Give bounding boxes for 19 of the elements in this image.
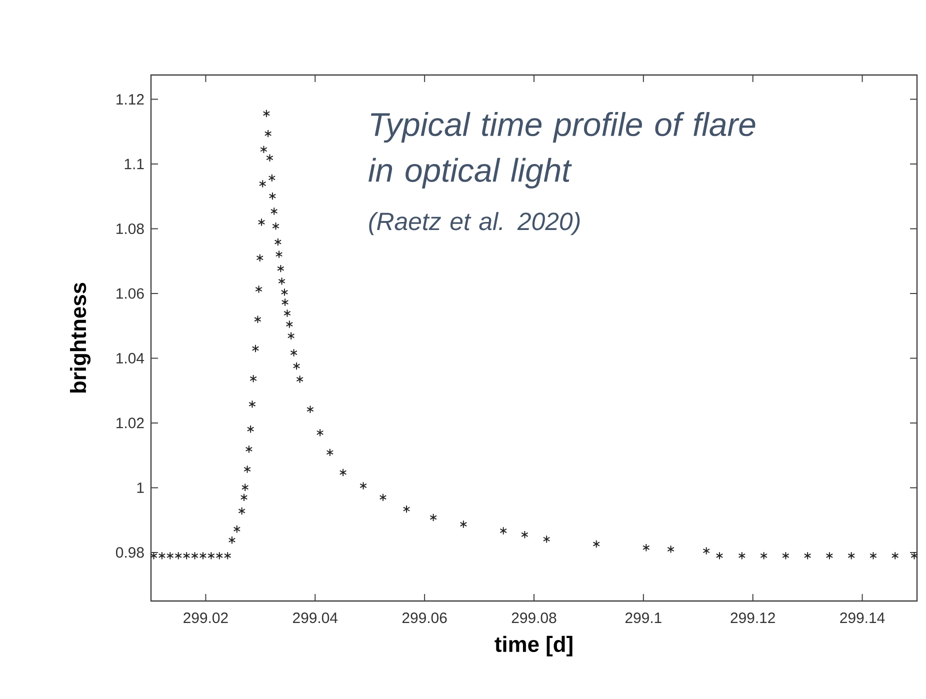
y-tick-label: 0.98 (116, 547, 144, 558)
annotation: Typical time profile of flare in optical light (368, 112, 756, 188)
annotation: (Raetz et al. 2020) (369, 212, 580, 236)
x-axis-title: time [d] (494, 636, 572, 656)
y-tick-label: 1.08 (116, 223, 144, 234)
x-tick-label: 299.12 (730, 612, 775, 624)
x-tick-label: 299.02 (184, 612, 228, 624)
y-axis-title: brightness (70, 282, 91, 393)
y-tick-label: 1.04 (116, 352, 144, 364)
x-tick-label: 299.1 (625, 612, 662, 624)
x-tick-label: 299.14 (840, 612, 885, 624)
x-tick-label: 299.04 (293, 612, 338, 624)
y-tick-label: 1.1 (124, 158, 144, 170)
y-tick-label: 1 (137, 482, 144, 493)
x-tick-label: 299.08 (512, 612, 556, 624)
y-tick-label: 1.12 (116, 94, 144, 104)
x-tick-label: 299.06 (402, 612, 447, 624)
y-tick-label: 1.06 (116, 288, 144, 299)
y-tick-label: 1.02 (116, 418, 144, 428)
